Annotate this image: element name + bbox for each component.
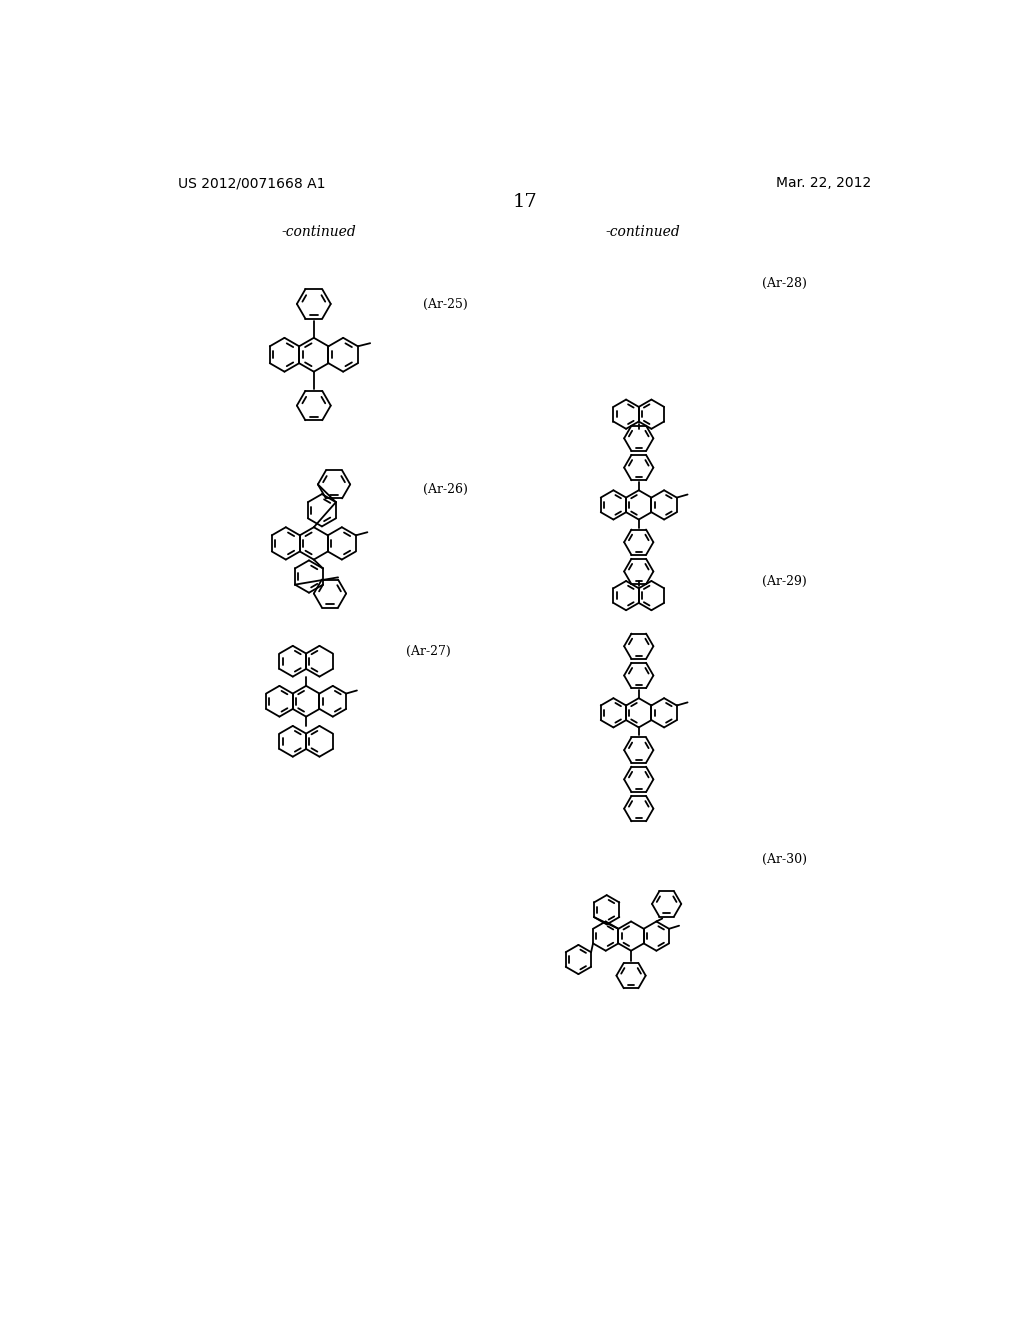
Text: (Ar-28): (Ar-28): [762, 277, 807, 289]
Text: (Ar-25): (Ar-25): [423, 298, 468, 312]
Text: (Ar-27): (Ar-27): [407, 644, 451, 657]
Text: (Ar-30): (Ar-30): [762, 853, 807, 866]
Text: -continued: -continued: [282, 224, 356, 239]
Text: -continued: -continued: [605, 224, 680, 239]
Text: Mar. 22, 2012: Mar. 22, 2012: [776, 176, 871, 190]
Text: 17: 17: [512, 193, 538, 211]
Text: US 2012/0071668 A1: US 2012/0071668 A1: [178, 176, 326, 190]
Text: (Ar-29): (Ar-29): [762, 576, 807, 589]
Text: (Ar-26): (Ar-26): [423, 483, 468, 496]
